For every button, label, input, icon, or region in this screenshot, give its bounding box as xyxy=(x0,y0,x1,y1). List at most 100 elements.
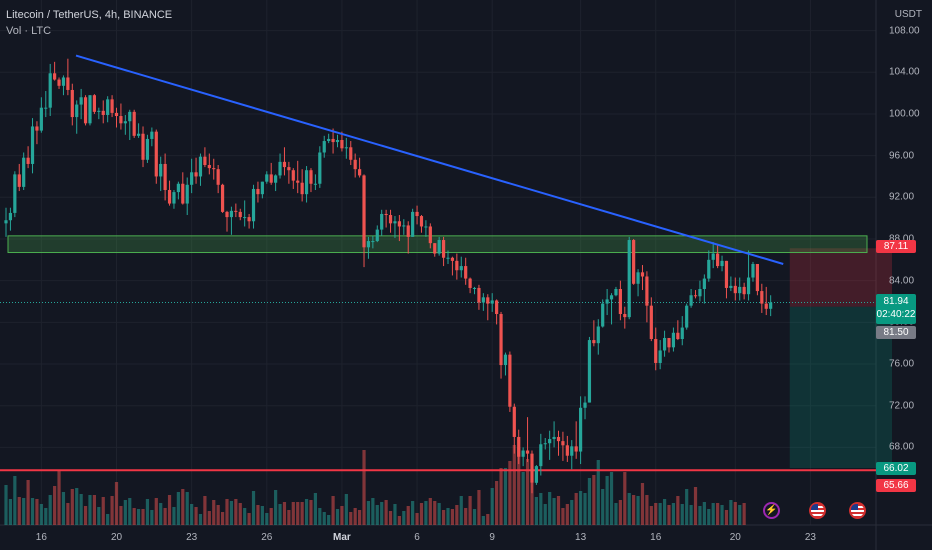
candle-body xyxy=(380,213,384,230)
candle-body xyxy=(472,287,477,289)
candle-body xyxy=(565,445,569,456)
volume-bar xyxy=(587,478,592,525)
candle-body xyxy=(751,263,755,278)
volume-bar xyxy=(671,503,676,525)
volume-bar xyxy=(627,493,631,525)
candle-body xyxy=(375,229,379,242)
candle-body xyxy=(393,221,397,224)
candle-body xyxy=(530,453,534,483)
volume-bar xyxy=(44,508,48,525)
volume-bar xyxy=(234,499,238,525)
volume-bar xyxy=(729,500,733,525)
candle-body xyxy=(371,241,375,243)
candle-body xyxy=(724,260,729,288)
volume-bar xyxy=(384,500,388,525)
candle-body xyxy=(433,243,437,254)
candle-body xyxy=(716,253,720,267)
candle-body xyxy=(167,190,172,204)
volume-bar xyxy=(534,497,538,525)
volume-bar xyxy=(702,502,706,525)
candle-body xyxy=(322,141,326,153)
candle-body xyxy=(17,174,21,187)
candle-body xyxy=(181,183,185,204)
volume-bar xyxy=(61,492,66,525)
candle-body xyxy=(702,278,706,289)
candle-body xyxy=(503,354,508,366)
candle-body xyxy=(26,157,30,164)
candle-body xyxy=(229,210,234,218)
volume-bar xyxy=(459,496,463,525)
volume-bar xyxy=(446,508,450,525)
candle-body xyxy=(689,295,693,306)
volume-bar xyxy=(353,508,357,525)
price-axis-label: 88.00 xyxy=(889,233,915,245)
candle-body xyxy=(123,121,127,124)
candle-body xyxy=(698,288,702,297)
volume-bar xyxy=(349,512,353,525)
volume-bar xyxy=(106,514,110,525)
candle-body xyxy=(455,260,459,271)
volume-bar xyxy=(282,502,287,525)
price-axis-label: 100.00 xyxy=(889,108,920,120)
volume-bar xyxy=(720,505,724,525)
volume-bar xyxy=(525,459,530,525)
candle-body xyxy=(441,240,446,258)
volume-bar xyxy=(251,491,256,525)
volume-bar xyxy=(623,472,627,525)
volume-bar xyxy=(362,450,366,525)
volume-bar xyxy=(123,500,127,525)
candle-body xyxy=(44,107,48,109)
volume-bar xyxy=(141,509,145,525)
candle-body xyxy=(256,188,260,195)
volume-bar xyxy=(565,504,569,525)
lightning-icon[interactable]: ⚡ xyxy=(763,502,780,519)
volume-bar xyxy=(707,509,711,525)
volume-bar xyxy=(521,472,525,525)
candle-body xyxy=(490,300,494,304)
volume-bar xyxy=(300,502,304,525)
candle-body xyxy=(66,77,70,90)
candle-body xyxy=(671,332,676,348)
volume-bar xyxy=(371,498,375,525)
us-flag-icon[interactable] xyxy=(849,502,866,519)
candle-body xyxy=(623,314,627,318)
candle-body xyxy=(296,180,300,183)
volume-bar xyxy=(556,496,561,525)
candle-body xyxy=(97,110,101,112)
candle-body xyxy=(667,337,671,348)
volume-bar xyxy=(685,489,689,525)
symbol-title[interactable]: Litecoin / TetherUS, 4h, BINANCE xyxy=(6,9,173,21)
volume-bar xyxy=(548,492,552,525)
volume-bar xyxy=(92,495,96,525)
candle-body xyxy=(649,305,653,340)
volume-bar xyxy=(181,489,185,525)
volume-bar xyxy=(79,494,83,525)
candle-body xyxy=(508,354,512,407)
volume-bar xyxy=(287,510,291,525)
volume-bar xyxy=(309,500,313,525)
candle-body xyxy=(92,95,96,112)
candle-body xyxy=(760,291,764,304)
candle-body xyxy=(561,441,565,446)
candle-body xyxy=(53,73,57,80)
volume-bar xyxy=(680,504,684,525)
volume-bar xyxy=(57,470,61,525)
candle-body xyxy=(269,174,273,183)
volume-indicator-label[interactable]: Vol · LTC xyxy=(6,25,52,37)
candle-body xyxy=(499,314,503,366)
candle-body xyxy=(587,340,592,403)
volume-bar xyxy=(402,511,406,525)
volume-bar xyxy=(477,490,481,525)
candle-body xyxy=(212,168,216,170)
us-flag-icon[interactable] xyxy=(809,502,826,519)
candle-body xyxy=(419,216,424,227)
candle-body xyxy=(384,213,388,216)
volume-bar xyxy=(539,493,543,525)
candle-body xyxy=(512,406,516,437)
candle-body xyxy=(247,217,251,222)
candle-body xyxy=(618,288,622,315)
candle-body xyxy=(114,112,119,117)
candle-body xyxy=(733,285,737,294)
volume-bar xyxy=(618,500,622,525)
